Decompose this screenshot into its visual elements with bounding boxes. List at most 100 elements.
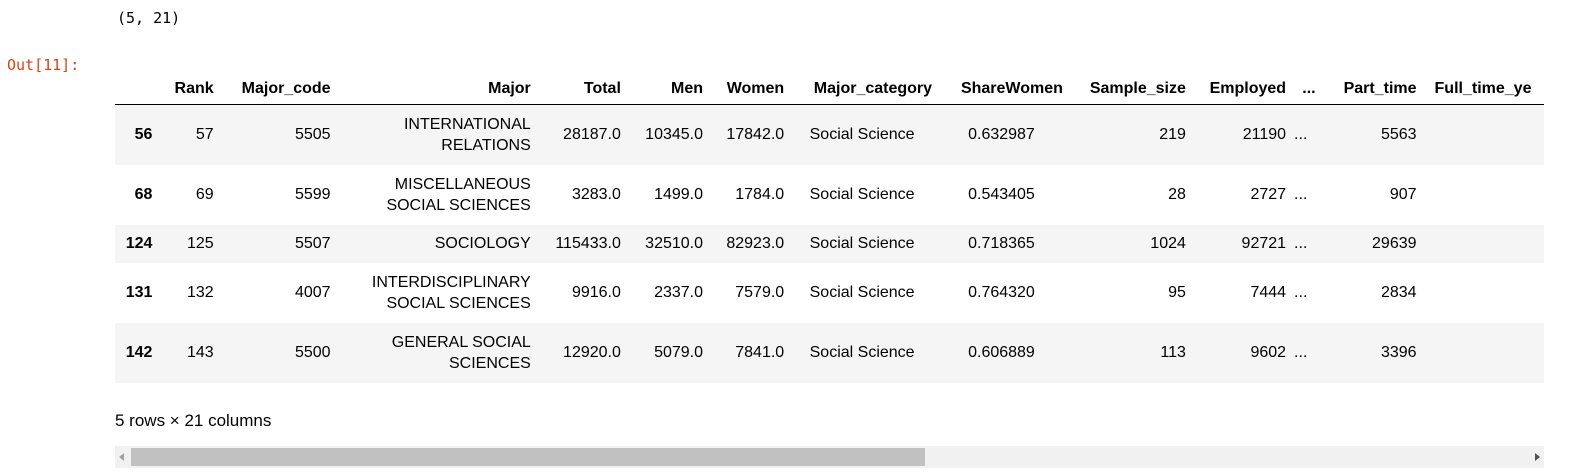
column-header-women: Women xyxy=(711,73,793,105)
table-row: 124 125 5507 SOCIOLOGY 115433.0 32510.0 … xyxy=(115,224,1544,263)
cell-employed: 9602 xyxy=(1250,343,1287,361)
dataframe-shape-summary: 5 rows × 21 columns xyxy=(115,411,272,430)
scrollbar-thumb[interactable] xyxy=(131,448,925,466)
dataframe-table: Rank Major_code Major Total Men Women Ma… xyxy=(115,73,1544,383)
cell-rank: 69 xyxy=(195,185,214,203)
column-header-total: Total xyxy=(538,73,629,105)
cell-major-code: 5507 xyxy=(294,234,331,252)
cell-employed: 21190 xyxy=(1242,125,1287,143)
cell-share-women: 0.543405 xyxy=(968,185,1035,203)
cell-sample-size: 28 xyxy=(1168,185,1186,203)
row-index: 131 xyxy=(125,283,153,301)
cell-part-time: 29639 xyxy=(1372,234,1417,252)
cell-part-time: 907 xyxy=(1389,185,1417,203)
cell-full-time-year xyxy=(1425,323,1544,383)
cell-men: 10345.0 xyxy=(645,125,704,143)
cell-major-category: Social Science xyxy=(809,125,915,143)
row-index: 68 xyxy=(134,185,153,203)
cell-share-women: 0.764320 xyxy=(968,283,1035,301)
stdout-text: (5, 21) xyxy=(117,9,181,27)
cell-full-time-year xyxy=(1425,263,1544,323)
cell-ellipsis: ... xyxy=(1294,234,1308,252)
table-row: 142 143 5500 GENERAL SOCIAL SCIENCES 129… xyxy=(115,322,1544,383)
cell-ellipsis: ... xyxy=(1294,283,1308,301)
cell-ellipsis: ... xyxy=(1294,125,1308,143)
output-prompt-label: Out[11]: xyxy=(7,56,80,74)
cell-share-women: 0.606889 xyxy=(968,343,1035,361)
cell-full-time-year xyxy=(1425,105,1544,165)
cell-men: 2337.0 xyxy=(654,283,704,301)
cell-employed: 2727 xyxy=(1250,185,1287,203)
triangle-left-icon xyxy=(119,453,124,461)
cell-total: 28187.0 xyxy=(563,125,621,143)
table-row: 68 69 5599 MISCELLANEOUS SOCIAL SCIENCES… xyxy=(115,164,1544,225)
cell-men: 5079.0 xyxy=(654,343,704,361)
cell-women: 1784.0 xyxy=(735,185,785,203)
cell-full-time-year xyxy=(1425,225,1544,263)
cell-major-category: Social Science xyxy=(809,234,915,252)
cell-rank: 132 xyxy=(186,283,214,301)
cell-sample-size: 219 xyxy=(1159,125,1186,143)
table-row: 131 132 4007 INTERDISCIPLINARY SOCIAL SC… xyxy=(115,262,1544,323)
cell-major-category: Social Science xyxy=(809,283,915,301)
cell-rank: 143 xyxy=(186,343,214,361)
cell-major-code: 5500 xyxy=(294,343,331,361)
column-header-share-women: ShareWomen xyxy=(940,73,1071,105)
cell-women: 82923.0 xyxy=(726,234,785,252)
horizontal-scrollbar[interactable] xyxy=(115,446,1544,468)
column-header-major-code: Major_code xyxy=(221,73,339,105)
column-header-major: Major xyxy=(338,73,539,105)
cell-major-category: Social Science xyxy=(809,343,915,361)
cell-ellipsis: ... xyxy=(1294,343,1308,361)
header-row: Rank Major_code Major Total Men Women Ma… xyxy=(115,73,1544,105)
cell-part-time: 5563 xyxy=(1380,125,1417,143)
cell-total: 9916.0 xyxy=(571,283,621,301)
column-header-major-category: Major_category xyxy=(792,73,941,105)
column-header-sample-size: Sample_size xyxy=(1070,73,1194,105)
cell-men: 1499.0 xyxy=(654,185,704,203)
cell-part-time: 2834 xyxy=(1380,283,1417,301)
cell-rank: 125 xyxy=(186,234,214,252)
table-row: 56 57 5505 INTERNATIONAL RELATIONS 28187… xyxy=(115,104,1544,165)
row-index: 124 xyxy=(125,234,153,252)
cell-major-code: 4007 xyxy=(294,283,331,301)
row-index: 142 xyxy=(125,343,153,361)
cell-major: MISCELLANEOUS SOCIAL SCIENCES xyxy=(386,175,531,214)
cell-rank: 57 xyxy=(195,125,214,143)
cell-major: GENERAL SOCIAL SCIENCES xyxy=(391,333,531,372)
triangle-right-icon xyxy=(1535,453,1540,461)
cell-major-code: 5505 xyxy=(294,125,331,143)
cell-employed: 7444 xyxy=(1250,283,1287,301)
column-header-employed: Employed xyxy=(1193,73,1295,105)
cell-major: INTERDISCIPLINARY SOCIAL SCIENCES xyxy=(371,273,531,312)
row-index: 56 xyxy=(134,125,153,143)
cell-major: SOCIOLOGY xyxy=(434,235,531,252)
cell-total: 12920.0 xyxy=(563,343,621,361)
cell-total: 3283.0 xyxy=(571,185,621,203)
cell-share-women: 0.718365 xyxy=(968,234,1035,252)
cell-part-time: 3396 xyxy=(1380,343,1417,361)
cell-major-category: Social Science xyxy=(809,185,915,203)
cell-sample-size: 113 xyxy=(1160,343,1186,361)
cell-sample-size: 1024 xyxy=(1150,234,1186,252)
cell-women: 7841.0 xyxy=(735,343,785,361)
scroll-left-button[interactable] xyxy=(115,446,129,468)
column-header-index xyxy=(115,73,161,105)
column-header-part-time: Part_time xyxy=(1323,73,1425,105)
column-header-men: Men xyxy=(628,73,712,105)
dataframe-viewport[interactable]: Rank Major_code Major Total Men Women Ma… xyxy=(115,73,1544,389)
cell-total: 115433.0 xyxy=(555,234,621,252)
cell-share-women: 0.632987 xyxy=(968,125,1035,143)
column-header-full-time-year: Full_time_ye xyxy=(1424,73,1544,105)
cell-women: 17842.0 xyxy=(726,125,785,143)
cell-full-time-year xyxy=(1425,165,1544,225)
cell-sample-size: 95 xyxy=(1168,283,1186,301)
cell-employed: 92721 xyxy=(1241,234,1287,252)
cell-major-code: 5599 xyxy=(294,185,331,203)
cell-ellipsis: ... xyxy=(1294,185,1308,203)
cell-men: 32510.0 xyxy=(645,234,704,252)
column-header-rank: Rank xyxy=(160,73,222,105)
scroll-right-button[interactable] xyxy=(1530,446,1544,468)
cell-major: INTERNATIONAL RELATIONS xyxy=(403,115,531,154)
